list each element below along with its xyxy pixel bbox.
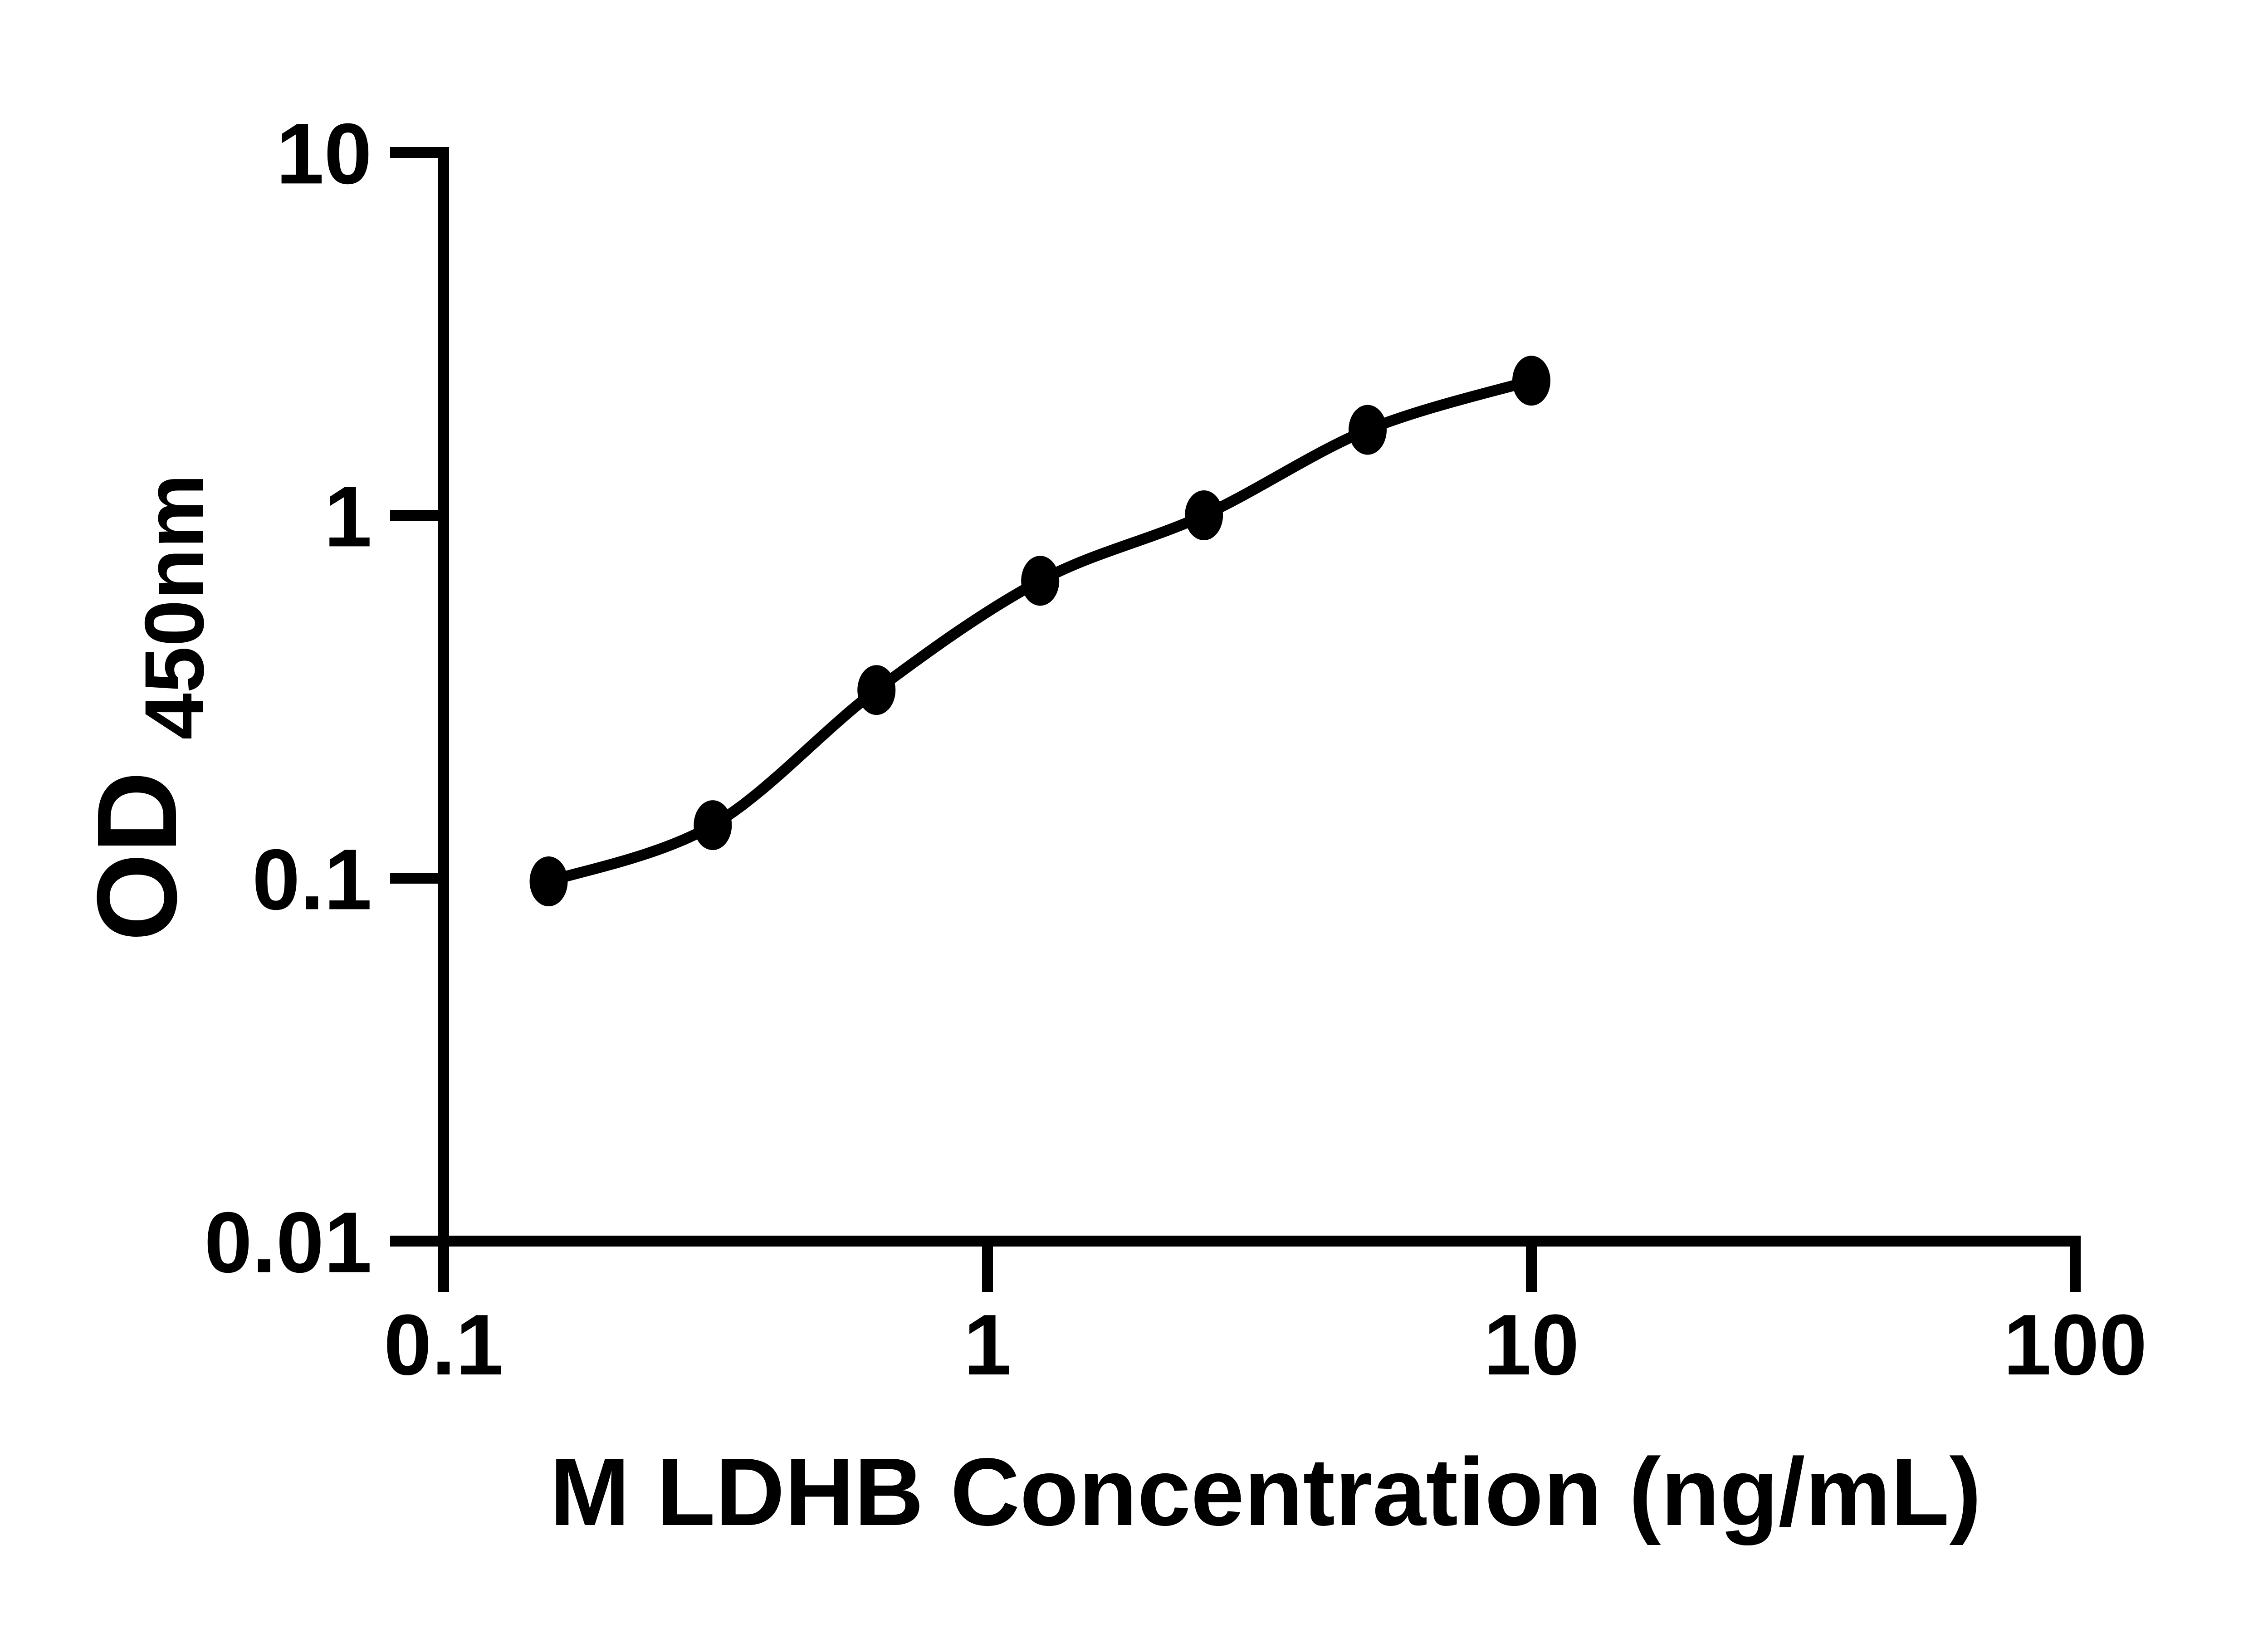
- fit-curve: [547, 375, 1533, 887]
- axis-lines: [438, 147, 2081, 1247]
- x-tick-labels: 0.1 1 10 100: [384, 1297, 2147, 1393]
- y-axis-title: OD 450nm: [73, 474, 221, 942]
- data-point: [1021, 556, 1060, 606]
- y-tick-label: 10: [276, 106, 372, 202]
- data-point: [1349, 405, 1387, 455]
- y-tick-label: 0.01: [204, 1194, 372, 1291]
- fit-curve-group: [547, 375, 1533, 887]
- y-tick-label: 0.1: [252, 831, 372, 928]
- x-tick-label: 0.1: [384, 1297, 503, 1393]
- data-point: [857, 665, 896, 715]
- x-tick-label: 10: [1483, 1297, 1579, 1393]
- y-axis-title-main: OD: [73, 771, 200, 941]
- x-axis-ticks: [438, 1241, 2081, 1292]
- x-axis-title: M LDHB Concentration (ng/mL): [550, 1438, 1981, 1545]
- axes: [438, 147, 2081, 1247]
- y-axis-ticks: [390, 147, 444, 1247]
- data-points-group: [529, 356, 1550, 907]
- x-tick-label: 100: [2003, 1297, 2147, 1393]
- data-point: [1512, 356, 1550, 406]
- y-tick-labels: 10 1 0.1 0.01: [204, 106, 372, 1291]
- data-point: [694, 800, 732, 851]
- y-tick-label: 1: [324, 469, 372, 565]
- data-point: [1185, 490, 1223, 540]
- y-axis-title-subscript: 450nm: [128, 474, 221, 740]
- x-tick-label: 1: [963, 1297, 1012, 1393]
- data-point: [529, 856, 568, 907]
